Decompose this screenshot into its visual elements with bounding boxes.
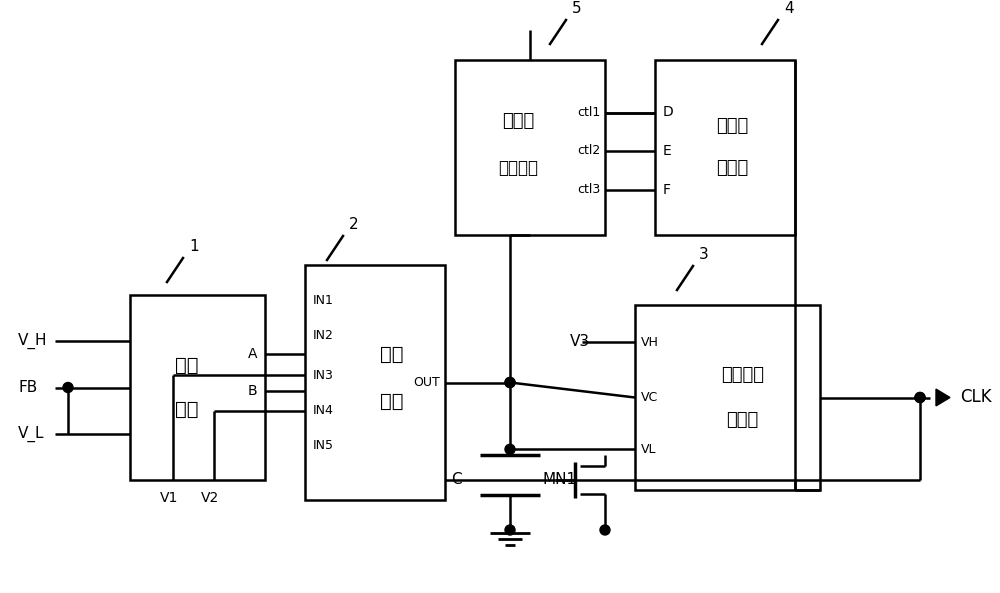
Text: ctl2: ctl2 [577, 145, 600, 158]
Text: 受控周: 受控周 [502, 112, 534, 130]
Text: 抖频控: 抖频控 [716, 117, 748, 135]
Bar [455, 60, 605, 235]
Bar [130, 295, 265, 480]
Text: 期电流源: 期电流源 [498, 160, 538, 177]
Bar [635, 305, 820, 490]
Circle shape [600, 525, 610, 535]
Text: IN2: IN2 [313, 329, 334, 342]
Text: VL: VL [641, 443, 656, 456]
Text: MN1: MN1 [542, 473, 576, 487]
Text: V1: V1 [160, 491, 178, 505]
Text: VC: VC [641, 391, 658, 404]
Text: 1: 1 [189, 239, 199, 254]
Circle shape [63, 382, 73, 393]
Polygon shape [936, 389, 950, 406]
Text: V2: V2 [201, 491, 219, 505]
Text: 器逻辑: 器逻辑 [726, 411, 758, 429]
Circle shape [505, 444, 515, 454]
Text: CLK: CLK [960, 388, 992, 406]
Text: IN4: IN4 [313, 404, 334, 417]
Text: 5: 5 [572, 1, 582, 16]
Text: ctl3: ctl3 [577, 183, 600, 196]
Text: E: E [663, 144, 672, 158]
Text: V_H: V_H [18, 333, 48, 349]
Text: V3: V3 [570, 334, 590, 349]
Circle shape [505, 378, 515, 387]
Text: IN3: IN3 [313, 369, 334, 382]
Text: 2: 2 [349, 217, 359, 232]
Text: D: D [663, 106, 674, 120]
Text: OUT: OUT [413, 376, 440, 389]
Circle shape [505, 378, 515, 387]
Text: 判别: 判别 [175, 400, 198, 419]
Circle shape [505, 525, 515, 535]
Text: FB: FB [18, 380, 37, 395]
Text: 4: 4 [784, 1, 794, 16]
Text: 3: 3 [699, 247, 709, 262]
Text: 模式: 模式 [175, 356, 198, 375]
Text: 制逻辑: 制逻辑 [716, 160, 748, 177]
Bar [305, 265, 445, 500]
Text: VH: VH [641, 336, 659, 349]
Text: B: B [247, 384, 257, 398]
Circle shape [915, 393, 925, 403]
Text: IN1: IN1 [313, 294, 334, 307]
Text: V_L: V_L [18, 426, 44, 442]
Circle shape [915, 393, 925, 403]
Text: 阈值: 阈值 [380, 345, 404, 364]
Text: A: A [248, 347, 257, 361]
Text: 选择: 选择 [380, 392, 404, 411]
Bar [655, 60, 795, 235]
Text: C: C [451, 473, 462, 487]
Text: 基本振荡: 基本振荡 [721, 366, 764, 384]
Text: F: F [663, 183, 671, 196]
Text: IN5: IN5 [313, 439, 334, 452]
Text: ctl1: ctl1 [577, 106, 600, 119]
